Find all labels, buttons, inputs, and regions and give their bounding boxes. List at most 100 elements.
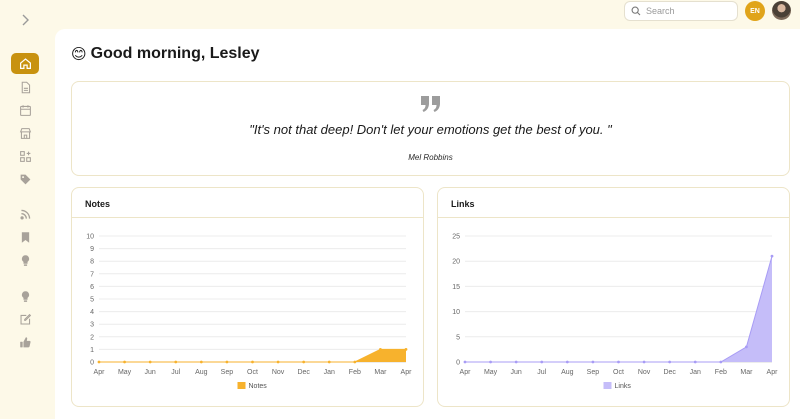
x-tick-label: Jun bbox=[511, 369, 522, 376]
x-tick-label: Sep bbox=[587, 369, 600, 376]
y-tick-label: 20 bbox=[452, 259, 460, 266]
tag-icon bbox=[20, 174, 30, 184]
data-point bbox=[642, 360, 646, 364]
x-tick-label: Aug bbox=[561, 369, 574, 376]
data-point bbox=[719, 360, 723, 364]
data-point bbox=[199, 360, 203, 364]
divider bbox=[438, 217, 789, 218]
links-chart-card: Links 0 5 10 15 20 25 Apr May Jun Jul Aug Sep Oct Nov… bbox=[437, 187, 790, 407]
series-area bbox=[99, 349, 406, 362]
data-point bbox=[489, 360, 492, 364]
x-tick-label: Apr bbox=[94, 369, 106, 376]
x-tick-label: Jul bbox=[171, 369, 180, 376]
data-point bbox=[327, 360, 331, 364]
quote-author: Mel Robbins bbox=[408, 153, 453, 162]
series-line bbox=[465, 256, 773, 363]
y-tick-label: 7 bbox=[90, 271, 94, 278]
y-tick-label: 0 bbox=[456, 360, 460, 367]
y-tick-label: 3 bbox=[90, 322, 94, 329]
quote-icon bbox=[420, 95, 442, 113]
document-icon bbox=[21, 81, 30, 93]
data-point bbox=[745, 345, 748, 349]
x-tick-label: Feb bbox=[715, 369, 727, 376]
data-point bbox=[404, 348, 408, 351]
y-tick-label: 5 bbox=[90, 297, 94, 304]
sidebar-item-write[interactable] bbox=[11, 309, 39, 329]
legend-label: Notes bbox=[249, 383, 268, 390]
data-point bbox=[174, 360, 178, 364]
divider bbox=[72, 217, 423, 218]
search-input[interactable] bbox=[646, 6, 726, 16]
user-avatar-initials[interactable]: EN bbox=[745, 1, 765, 21]
links-chart-title: Links bbox=[451, 199, 475, 209]
y-tick-label: 25 bbox=[452, 234, 460, 241]
sidebar-item-home[interactable] bbox=[11, 53, 39, 74]
sidebar-item-store[interactable] bbox=[11, 123, 39, 143]
x-tick-label: Jul bbox=[537, 369, 546, 376]
lightbulb-icon bbox=[21, 254, 29, 266]
series-area bbox=[465, 256, 772, 362]
sidebar-item-ideas[interactable] bbox=[11, 250, 39, 270]
y-tick-label: 8 bbox=[90, 259, 94, 266]
sidebar-item-bookmarks[interactable] bbox=[11, 227, 39, 247]
x-tick-label: Mar bbox=[374, 369, 387, 376]
bookmark-icon bbox=[21, 231, 29, 243]
data-point bbox=[540, 360, 544, 364]
sidebar-item-feeds[interactable] bbox=[11, 204, 39, 224]
greeting-text: Good morning, Lesley bbox=[90, 45, 260, 62]
x-tick-label: Jan bbox=[690, 369, 701, 376]
page-title: 😊 Good morning, Lesley bbox=[71, 45, 260, 63]
quote-card: "It's not that deep! Don't let your emot… bbox=[71, 81, 790, 176]
sidebar-item-feedback[interactable] bbox=[11, 332, 39, 352]
y-tick-label: 10 bbox=[86, 234, 94, 241]
y-tick-label: 15 bbox=[452, 284, 460, 291]
y-tick-label: 1 bbox=[90, 347, 94, 354]
x-tick-label: Apr bbox=[460, 369, 472, 376]
edit-icon bbox=[20, 313, 31, 324]
data-point bbox=[379, 348, 382, 351]
notes-chart-title: Notes bbox=[85, 199, 111, 209]
y-tick-label: 0 bbox=[90, 360, 94, 367]
data-point bbox=[302, 360, 306, 364]
data-point bbox=[463, 360, 467, 364]
x-tick-label: Oct bbox=[247, 369, 258, 376]
data-point bbox=[353, 360, 357, 364]
data-point bbox=[148, 360, 152, 364]
rss-icon bbox=[19, 209, 30, 220]
chevron-right-icon[interactable] bbox=[17, 12, 33, 28]
data-point bbox=[617, 360, 620, 364]
x-tick-label: Apr bbox=[767, 369, 779, 376]
sidebar-item-tags[interactable] bbox=[11, 169, 39, 189]
notes-chart-card: Notes 0 1 2 3 4 5 6 7 8 9 10 Apr May Jun Jul Aug Sep Oct N… bbox=[71, 187, 424, 407]
sidebar bbox=[0, 0, 52, 419]
data-point bbox=[251, 360, 254, 364]
x-tick-label: Dec bbox=[297, 369, 310, 376]
data-point bbox=[123, 360, 126, 364]
data-point bbox=[668, 360, 672, 364]
y-tick-label: 6 bbox=[90, 284, 94, 291]
store-icon bbox=[19, 127, 31, 139]
sidebar-item-insights[interactable] bbox=[11, 286, 39, 306]
x-tick-label: Feb bbox=[349, 369, 361, 376]
y-tick-label: 9 bbox=[90, 246, 94, 253]
x-tick-label: May bbox=[484, 369, 498, 376]
x-tick-label: May bbox=[118, 369, 132, 376]
sidebar-item-notes[interactable] bbox=[11, 77, 39, 97]
legend-label: Links bbox=[615, 383, 632, 390]
thumbs-up-icon bbox=[19, 336, 31, 347]
sidebar-item-calendar[interactable] bbox=[11, 100, 39, 120]
y-tick-label: 5 bbox=[456, 334, 460, 341]
notes-chart: 0 1 2 3 4 5 6 7 8 9 10 Apr May Jun Jul Aug Sep Oct Nov Dec J… bbox=[86, 234, 413, 391]
sidebar-item-widgets[interactable] bbox=[11, 146, 39, 166]
data-point bbox=[225, 360, 229, 364]
data-point bbox=[276, 360, 280, 364]
lightbulb-icon bbox=[21, 290, 29, 302]
x-tick-label: Mar bbox=[740, 369, 753, 376]
search-box[interactable] bbox=[624, 1, 738, 21]
y-tick-label: 10 bbox=[452, 309, 460, 316]
user-avatar-photo[interactable] bbox=[772, 1, 791, 20]
x-tick-label: Sep bbox=[221, 369, 234, 376]
quote-text: "It's not that deep! Don't let your emot… bbox=[249, 122, 612, 137]
data-point bbox=[97, 360, 101, 364]
x-tick-label: Apr bbox=[401, 369, 413, 376]
